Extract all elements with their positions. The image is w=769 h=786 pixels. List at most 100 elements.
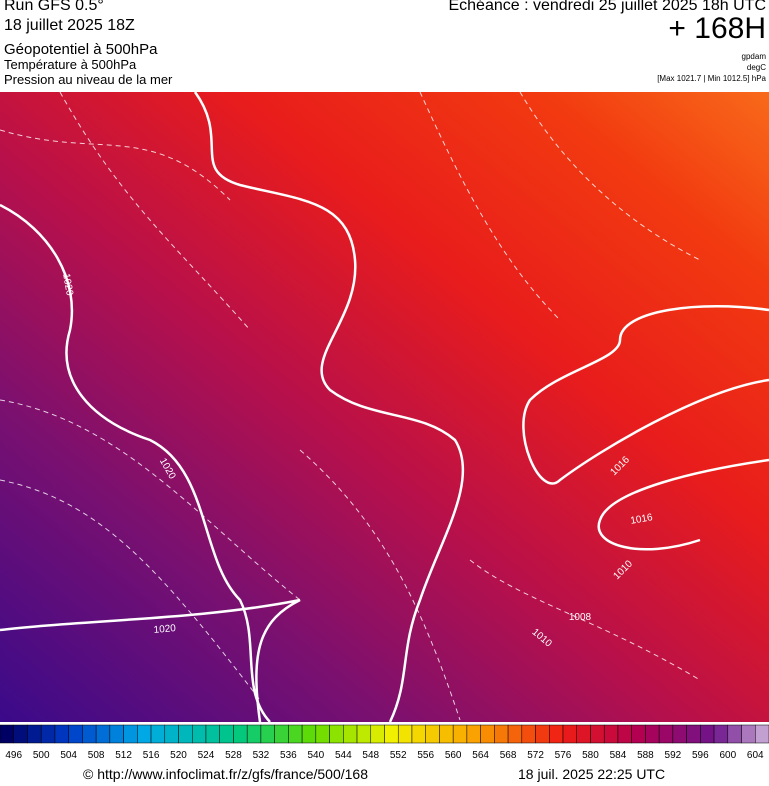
colorbar-cell	[164, 724, 179, 744]
colorbar-cell	[507, 724, 523, 744]
colorbar-cell	[494, 724, 509, 744]
colorbar-cell	[13, 724, 28, 744]
colorbar-label: 512	[115, 750, 132, 761]
colorbar-label: 568	[500, 750, 517, 761]
layer: Géopotentiel à 500hPa	[4, 41, 158, 58]
colorbar-label: 600	[719, 750, 736, 761]
colorbar-label: 556	[417, 750, 434, 761]
colorbar-cell	[439, 724, 454, 744]
colorbar-cell	[356, 724, 372, 744]
colorbar-cell	[658, 724, 674, 744]
colorbar-cell	[109, 724, 124, 744]
colorbar-cell	[672, 724, 687, 744]
colorbar-cell	[370, 724, 385, 744]
colorbar-cell	[329, 724, 344, 744]
run: Run GFS 0.5°	[4, 0, 104, 14]
colorbar-label: 592	[665, 750, 682, 761]
colorbar-cell	[631, 724, 646, 744]
contour-label: 1016	[630, 512, 654, 527]
colorbar-cell	[466, 724, 481, 744]
source: © http://www.infoclimat.fr/z/gfs/france/…	[83, 766, 368, 782]
colorbar-label: 588	[637, 750, 654, 761]
colorbar-label: 536	[280, 750, 297, 761]
lead-time: + 168H	[668, 12, 766, 45]
colorbar-label: 524	[198, 750, 215, 761]
colorbar-cell	[40, 724, 56, 744]
colorbar-label: 560	[445, 750, 462, 761]
colorbar-cell	[68, 724, 83, 744]
colorbar-cell	[755, 724, 769, 744]
colorbar-label: 520	[170, 750, 187, 761]
colorbar-label: 552	[390, 750, 407, 761]
colorbar-label: 604	[747, 750, 764, 761]
contour-label: 1020	[60, 273, 75, 297]
layer: Température à 500hPa	[4, 57, 137, 72]
colorbar-cell	[315, 724, 330, 744]
colorbar-label: 584	[610, 750, 627, 761]
colorbar-label: 564	[472, 750, 489, 761]
colorbar-label: 496	[5, 750, 22, 761]
colorbar-cell	[178, 724, 193, 744]
echeance: Echéance : vendredi 25 juillet 2025 18h …	[448, 0, 766, 14]
colorbar-cell	[480, 724, 495, 744]
colorbar-cell	[95, 724, 111, 744]
layer: Pression au niveau de la mer	[4, 72, 173, 87]
colorbar-cell	[603, 724, 619, 744]
colorbar-cell	[137, 724, 152, 744]
colorbar-cell	[233, 724, 248, 744]
colorbar-cell	[617, 724, 632, 744]
colorbar-cell	[150, 724, 166, 744]
colorbar-cell	[727, 724, 742, 744]
colorbar-cell	[219, 724, 234, 744]
colorbar-label: 548	[362, 750, 379, 761]
colorbar-cell	[192, 724, 207, 744]
colorbar-cell	[0, 724, 14, 744]
colorbar-label: 532	[253, 750, 270, 761]
colorbar-cell	[686, 724, 701, 744]
colorbar-cell	[562, 724, 578, 744]
colorbar-cell	[82, 724, 97, 744]
colorbar-label: 504	[60, 750, 77, 761]
colorbar-label: 508	[88, 750, 105, 761]
colorbar-cell	[452, 724, 468, 744]
colorbar-label: 580	[582, 750, 599, 761]
colorbar-cell	[535, 724, 550, 744]
colorbar-cell	[645, 724, 660, 744]
colorbar-cell	[343, 724, 358, 744]
colorbar-cell	[123, 724, 138, 744]
contour-label: 1008	[569, 612, 592, 623]
colorbar-label: 596	[692, 750, 709, 761]
timestamp: 18 juil. 2025 22:25 UTC	[518, 766, 666, 782]
contour-label: 1020	[153, 623, 177, 636]
colorbar-cell	[425, 724, 440, 744]
colorbar-cell	[274, 724, 289, 744]
colorbar-cell	[521, 724, 536, 744]
colorbar-cell	[246, 724, 262, 744]
colorbar-cell	[260, 724, 275, 744]
colorbar-cell	[397, 724, 413, 744]
colorbar-cell	[549, 724, 564, 744]
colorbar-label: 572	[527, 750, 544, 761]
colorbar-cell	[590, 724, 605, 744]
colorbar-cell	[713, 724, 729, 744]
colorbar-label: 544	[335, 750, 352, 761]
unit: [Max 1021.7 | Min 1012.5] hPa	[657, 74, 766, 83]
unit: gpdam	[741, 52, 766, 61]
colorbar-cell	[741, 724, 756, 744]
colorbar-cell	[700, 724, 715, 744]
colorbar-cell	[384, 724, 399, 744]
colorbar-label: 576	[555, 750, 572, 761]
field	[0, 92, 769, 722]
colorbar-label: 528	[225, 750, 242, 761]
colorbar-cell	[27, 724, 42, 744]
pressure-contours	[0, 91, 769, 723]
colorbar-cell	[301, 724, 317, 744]
colorbar-cell	[411, 724, 426, 744]
colorbar-label: 540	[307, 750, 324, 761]
colorbar-cell	[54, 724, 69, 744]
colorbar-cell	[205, 724, 220, 744]
colorbar-cell	[576, 724, 591, 744]
run-date: 18 juillet 2025 18Z	[4, 17, 135, 34]
